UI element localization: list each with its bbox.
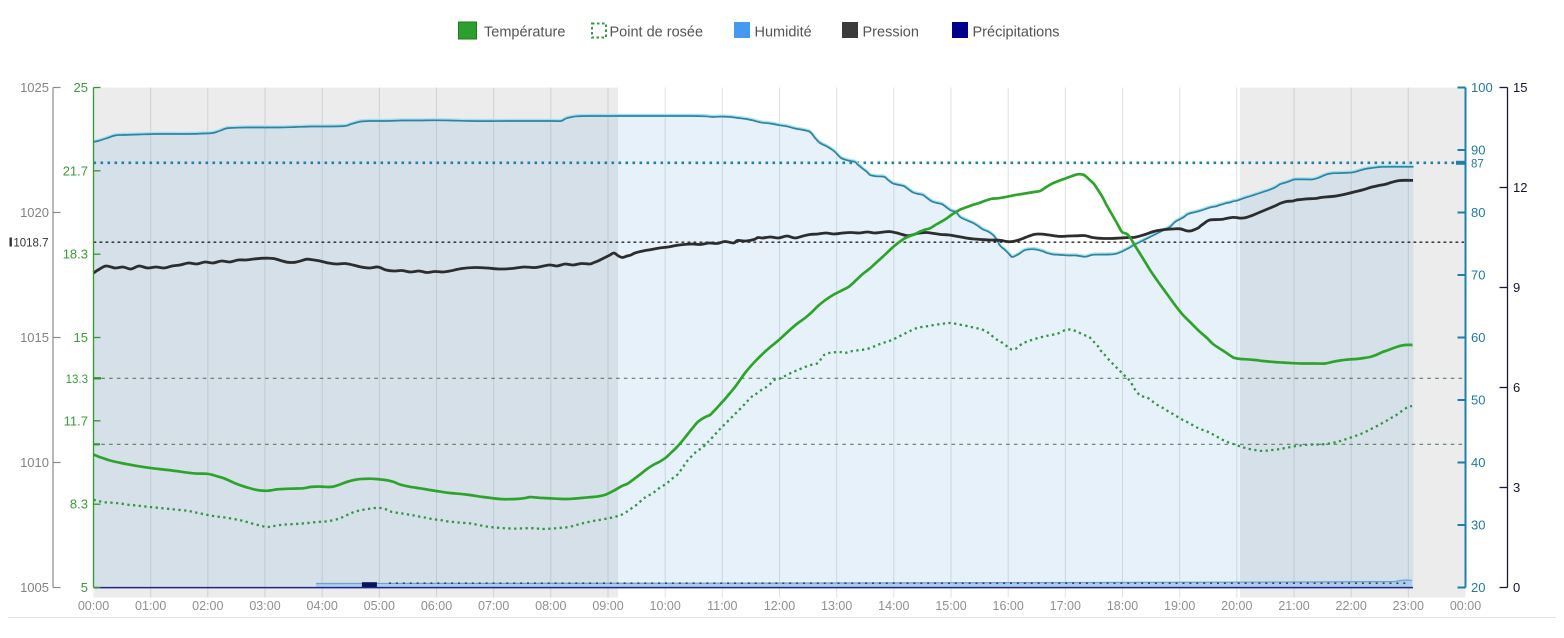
svg-text:1025: 1025 bbox=[20, 80, 49, 95]
svg-text:18.3: 18.3 bbox=[63, 247, 88, 262]
svg-text:08:00: 08:00 bbox=[535, 599, 566, 613]
svg-text:5: 5 bbox=[81, 580, 88, 595]
svg-text:13:00: 13:00 bbox=[821, 599, 852, 613]
svg-text:21.7: 21.7 bbox=[63, 163, 88, 178]
svg-text:12:00: 12:00 bbox=[764, 599, 795, 613]
svg-text:20: 20 bbox=[1471, 580, 1485, 595]
svg-text:11.7: 11.7 bbox=[64, 413, 88, 428]
svg-text:1010: 1010 bbox=[20, 455, 49, 470]
svg-text:15: 15 bbox=[1513, 80, 1527, 95]
svg-text:18:00: 18:00 bbox=[1107, 599, 1138, 613]
svg-text:70: 70 bbox=[1471, 268, 1485, 283]
svg-text:87: 87 bbox=[1471, 158, 1484, 170]
svg-text:8.3: 8.3 bbox=[70, 497, 88, 512]
svg-text:15: 15 bbox=[74, 330, 88, 345]
svg-text:12: 12 bbox=[1513, 180, 1527, 195]
svg-text:20:00: 20:00 bbox=[1221, 599, 1252, 613]
svg-text:13.3: 13.3 bbox=[66, 374, 88, 386]
svg-text:0: 0 bbox=[1513, 580, 1520, 595]
svg-text:9: 9 bbox=[1513, 280, 1520, 295]
svg-text:Précipitations: Précipitations bbox=[973, 25, 1060, 41]
svg-text:04:00: 04:00 bbox=[307, 599, 338, 613]
svg-text:16:00: 16:00 bbox=[993, 599, 1024, 613]
svg-text:90: 90 bbox=[1471, 143, 1485, 158]
svg-text:07:00: 07:00 bbox=[478, 599, 509, 613]
svg-text:Humidité: Humidité bbox=[755, 25, 812, 41]
svg-text:100: 100 bbox=[1471, 80, 1493, 95]
svg-text:15:00: 15:00 bbox=[935, 599, 966, 613]
svg-text:Température: Température bbox=[484, 25, 565, 41]
svg-text:25: 25 bbox=[74, 80, 88, 95]
svg-text:03:00: 03:00 bbox=[249, 599, 280, 613]
svg-text:40: 40 bbox=[1471, 455, 1485, 470]
svg-text:00:00: 00:00 bbox=[1450, 599, 1481, 613]
svg-text:21:00: 21:00 bbox=[1278, 599, 1309, 613]
svg-text:80: 80 bbox=[1471, 205, 1485, 220]
svg-text:10:00: 10:00 bbox=[650, 599, 681, 613]
svg-text:23:00: 23:00 bbox=[1393, 599, 1424, 613]
svg-text:11:00: 11:00 bbox=[707, 599, 737, 613]
svg-text:17:00: 17:00 bbox=[1050, 599, 1081, 613]
svg-text:Point de rosée: Point de rosée bbox=[610, 25, 704, 41]
svg-text:05:00: 05:00 bbox=[364, 599, 395, 613]
svg-text:1005: 1005 bbox=[20, 580, 49, 595]
svg-text:30: 30 bbox=[1471, 518, 1485, 533]
svg-text:19:00: 19:00 bbox=[1164, 599, 1195, 613]
svg-text:60: 60 bbox=[1471, 330, 1485, 345]
svg-text:1015: 1015 bbox=[20, 330, 49, 345]
svg-text:09:00: 09:00 bbox=[592, 599, 623, 613]
svg-text:50: 50 bbox=[1471, 393, 1485, 408]
svg-text:06:00: 06:00 bbox=[421, 599, 452, 613]
svg-text:1020: 1020 bbox=[20, 205, 49, 220]
svg-text:01:00: 01:00 bbox=[135, 599, 166, 613]
svg-text:22:00: 22:00 bbox=[1336, 599, 1367, 613]
svg-text:00:00: 00:00 bbox=[78, 599, 109, 613]
svg-text:02:00: 02:00 bbox=[192, 599, 223, 613]
svg-text:6: 6 bbox=[1513, 380, 1520, 395]
svg-text:14:00: 14:00 bbox=[878, 599, 909, 613]
svg-text:1018.7: 1018.7 bbox=[13, 238, 48, 250]
svg-text:3: 3 bbox=[1513, 480, 1520, 495]
svg-text:Pression: Pression bbox=[863, 25, 919, 41]
